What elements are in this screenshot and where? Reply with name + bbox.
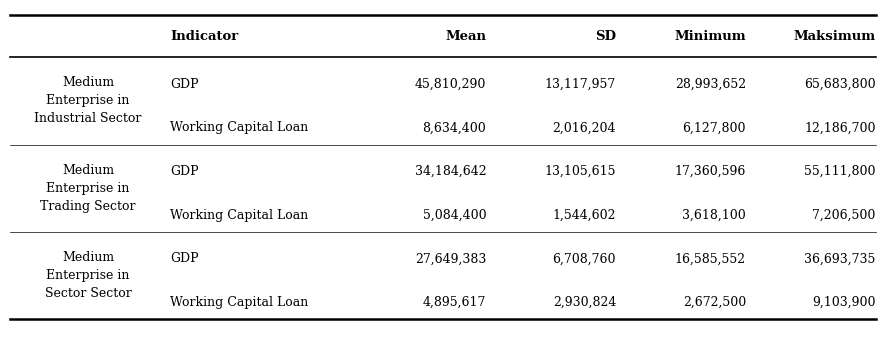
Text: Working Capital Loan: Working Capital Loan xyxy=(170,209,308,222)
Text: GDP: GDP xyxy=(170,78,199,91)
Text: Mean: Mean xyxy=(446,30,486,43)
Text: 6,708,760: 6,708,760 xyxy=(553,252,616,265)
Text: SD: SD xyxy=(595,30,616,43)
Text: 13,105,615: 13,105,615 xyxy=(545,165,616,178)
Text: 2,672,500: 2,672,500 xyxy=(683,296,746,309)
Text: 16,585,552: 16,585,552 xyxy=(675,252,746,265)
Text: 28,993,652: 28,993,652 xyxy=(675,78,746,91)
Text: 55,111,800: 55,111,800 xyxy=(804,165,875,178)
Text: 34,184,642: 34,184,642 xyxy=(415,165,486,178)
Text: Minimum: Minimum xyxy=(674,30,746,43)
Text: 1,544,602: 1,544,602 xyxy=(553,209,616,222)
Text: 12,186,700: 12,186,700 xyxy=(804,121,875,134)
Text: Medium
Enterprise in
Industrial Sector: Medium Enterprise in Industrial Sector xyxy=(35,76,142,125)
Text: 8,634,400: 8,634,400 xyxy=(423,121,486,134)
Text: GDP: GDP xyxy=(170,252,199,265)
Text: 27,649,383: 27,649,383 xyxy=(415,252,486,265)
Text: Maksimum: Maksimum xyxy=(794,30,875,43)
Text: 45,810,290: 45,810,290 xyxy=(415,78,486,91)
Text: Medium
Enterprise in
Sector Sector: Medium Enterprise in Sector Sector xyxy=(45,251,131,300)
Text: Indicator: Indicator xyxy=(170,30,238,43)
Text: Medium
Enterprise in
Trading Sector: Medium Enterprise in Trading Sector xyxy=(41,164,136,213)
Text: 2,930,824: 2,930,824 xyxy=(553,296,616,309)
Text: 7,206,500: 7,206,500 xyxy=(812,209,875,222)
Text: Working Capital Loan: Working Capital Loan xyxy=(170,121,308,134)
Text: 5,084,400: 5,084,400 xyxy=(423,209,486,222)
Text: 2,016,204: 2,016,204 xyxy=(553,121,616,134)
Text: 6,127,800: 6,127,800 xyxy=(682,121,746,134)
Text: Working Capital Loan: Working Capital Loan xyxy=(170,296,308,309)
Text: 4,895,617: 4,895,617 xyxy=(423,296,486,309)
Text: 9,103,900: 9,103,900 xyxy=(812,296,875,309)
Text: 65,683,800: 65,683,800 xyxy=(804,78,875,91)
Text: 3,618,100: 3,618,100 xyxy=(682,209,746,222)
Text: 36,693,735: 36,693,735 xyxy=(804,252,875,265)
Text: 17,360,596: 17,360,596 xyxy=(674,165,746,178)
Text: GDP: GDP xyxy=(170,165,199,178)
Text: 13,117,957: 13,117,957 xyxy=(545,78,616,91)
